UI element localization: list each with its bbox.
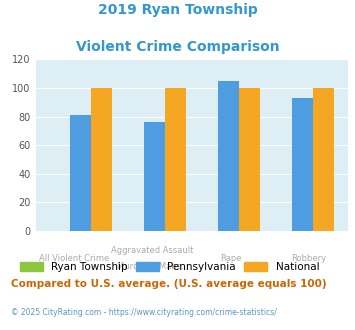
- Text: Rape: Rape: [220, 254, 241, 263]
- Bar: [313, 88, 334, 231]
- Bar: [165, 88, 186, 231]
- Text: Aggravated Assault: Aggravated Assault: [111, 246, 194, 255]
- Text: Violent Crime Comparison: Violent Crime Comparison: [76, 40, 279, 53]
- Bar: [239, 88, 260, 231]
- Text: Murder & Mans...: Murder & Mans...: [117, 262, 189, 271]
- Bar: [144, 122, 165, 231]
- Text: © 2025 CityRating.com - https://www.cityrating.com/crime-statistics/: © 2025 CityRating.com - https://www.city…: [11, 308, 277, 316]
- Text: Robbery: Robbery: [291, 254, 326, 263]
- Bar: [292, 98, 313, 231]
- Text: Compared to U.S. average. (U.S. average equals 100): Compared to U.S. average. (U.S. average …: [11, 279, 326, 289]
- Legend: Ryan Township, Pennsylvania, National: Ryan Township, Pennsylvania, National: [16, 258, 323, 276]
- Text: 2019 Ryan Township: 2019 Ryan Township: [98, 3, 257, 17]
- Bar: [91, 88, 112, 231]
- Bar: [70, 115, 91, 231]
- Text: All Violent Crime: All Violent Crime: [39, 254, 110, 263]
- Bar: [218, 81, 239, 231]
